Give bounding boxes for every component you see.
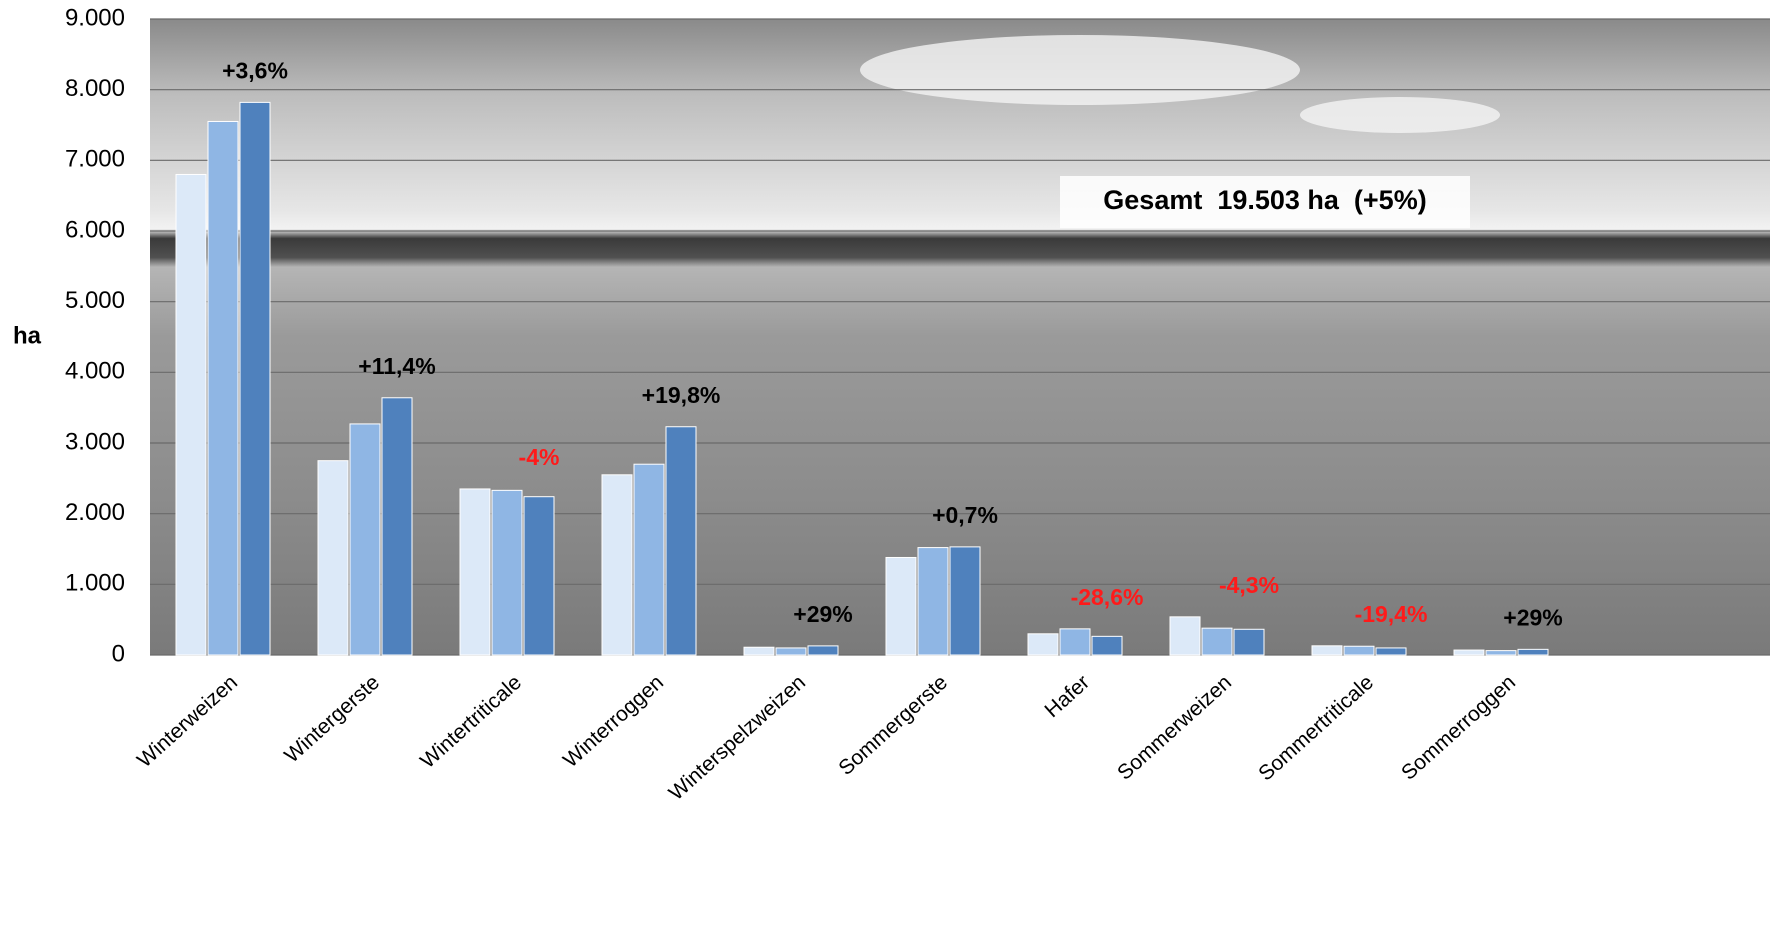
y-tick-label: 1.000: [65, 570, 125, 597]
bar: [775, 647, 807, 656]
bar: [381, 397, 413, 656]
change-label: -4%: [519, 444, 560, 470]
change-label: -19,4%: [1355, 601, 1428, 627]
bar: [491, 489, 523, 656]
bar: [665, 426, 697, 656]
bar: [1453, 649, 1485, 656]
bar: [807, 645, 839, 656]
cloud: [860, 35, 1300, 105]
y-tick-label: 8.000: [65, 75, 125, 102]
bar: [633, 463, 665, 656]
change-label: +29%: [793, 601, 852, 627]
x-tick-label: Winterweizen: [133, 671, 242, 772]
total-annotation: Gesamt 19.503 ha (+5%): [1103, 185, 1426, 215]
change-label: +0,7%: [932, 502, 998, 528]
bar: [743, 646, 775, 656]
bar: [1027, 633, 1059, 656]
y-tick-label: 2.000: [65, 499, 125, 526]
bar: [1091, 635, 1123, 656]
bar: [885, 556, 917, 656]
bar: [1517, 648, 1549, 656]
x-tick-label: Hafer: [1040, 671, 1094, 722]
bar: [601, 474, 633, 656]
y-tick-label: 6.000: [65, 216, 125, 243]
x-tick-label: Winterroggen: [559, 671, 668, 772]
bar: [523, 496, 555, 656]
bar: [917, 547, 949, 656]
x-tick-label: Wintertriticale: [416, 671, 526, 773]
y-tick-label: 3.000: [65, 428, 125, 455]
change-label: +3,6%: [222, 57, 288, 83]
y-tick-label: 7.000: [65, 146, 125, 173]
cloud: [1300, 97, 1500, 133]
y-tick-label: 4.000: [65, 358, 125, 385]
x-tick-label: Wintergerste: [280, 671, 384, 768]
x-tick-label: Sommertriticale: [1254, 671, 1378, 786]
bar: [1233, 628, 1265, 656]
x-tick-label: Sommergerste: [834, 671, 952, 780]
x-tick-label: Sommerweizen: [1113, 671, 1236, 785]
y-tick-label: 9.000: [65, 4, 125, 31]
y-tick-label: 5.000: [65, 287, 125, 314]
change-label: +11,4%: [358, 353, 435, 379]
bar: [207, 120, 239, 656]
bar: [1343, 645, 1375, 656]
bar: [1311, 645, 1343, 656]
bar: [349, 423, 381, 656]
change-label: -4,3%: [1219, 572, 1279, 598]
bar: [949, 546, 981, 656]
bar: [1485, 650, 1517, 656]
change-label: +29%: [1503, 604, 1562, 630]
bar: [239, 101, 271, 656]
change-label: +19,8%: [642, 382, 721, 408]
y-tick-label: 0: [112, 640, 125, 667]
bar: [1059, 628, 1091, 656]
annotation-box: [1060, 176, 1470, 228]
bar: [1201, 627, 1233, 656]
change-label: -28,6%: [1071, 584, 1144, 610]
y-axis-label: ha: [13, 322, 42, 349]
x-tick-label: Sommerroggen: [1397, 671, 1520, 785]
bar: [459, 488, 491, 656]
bar: [1375, 647, 1407, 656]
x-tick-label: Winterspelzweizen: [665, 671, 810, 805]
bar: [175, 173, 207, 656]
bar: [1169, 616, 1201, 656]
bar: [317, 460, 349, 656]
